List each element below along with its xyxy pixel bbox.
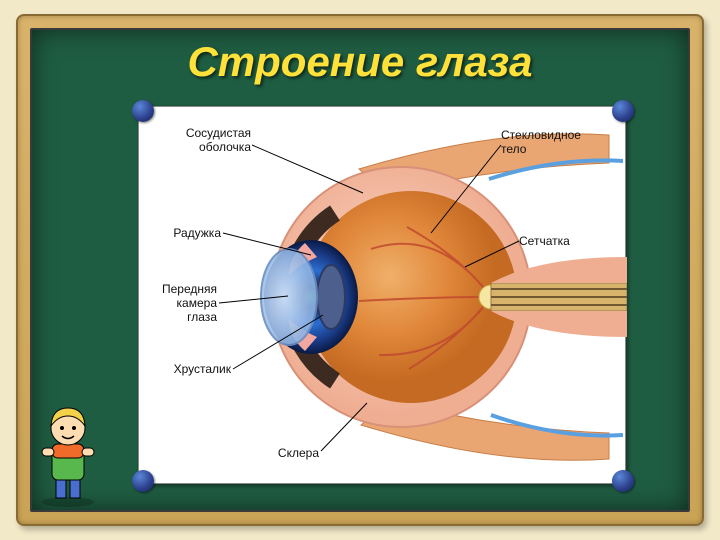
slide: Строение глаза xyxy=(0,0,720,540)
cornea xyxy=(261,249,317,345)
chalkboard: Строение глаза xyxy=(30,28,690,512)
magnet-icon xyxy=(132,470,154,492)
magnet-icon xyxy=(612,100,634,122)
magnet-icon xyxy=(612,470,634,492)
page-title: Строение глаза xyxy=(32,38,688,86)
label-iris: Радужка xyxy=(139,227,221,241)
label-lens: Хрусталик xyxy=(139,363,231,377)
label-sclera: Склера xyxy=(239,447,319,461)
label-anterior-chamber: Передняякамераглаза xyxy=(139,283,217,324)
label-choroid: Сосудистаяоболочка xyxy=(139,127,251,155)
diagram-panel: Сосудистаяоболочка Радужка Передняякамер… xyxy=(138,106,626,484)
label-vitreous: Стекловидноетело xyxy=(501,129,581,157)
magnet-icon xyxy=(132,100,154,122)
lens xyxy=(317,265,345,329)
kid-icon xyxy=(36,398,114,508)
label-retina: Сетчатка xyxy=(519,235,570,249)
